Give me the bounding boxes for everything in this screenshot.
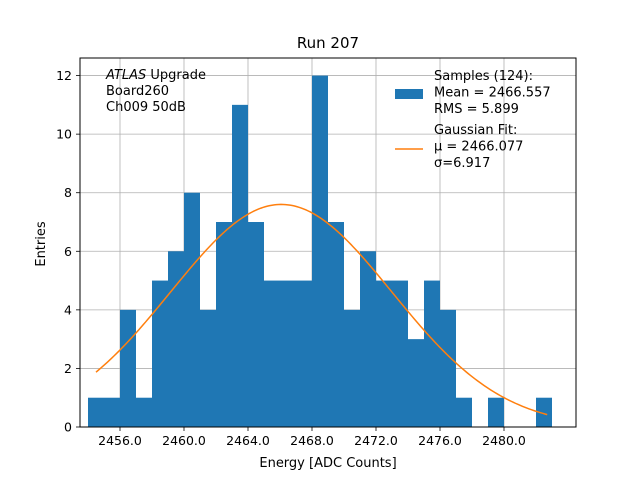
- x-tick-label: 2460.0: [162, 433, 206, 448]
- y-tick-label: 2: [64, 361, 72, 376]
- histogram-bar: [120, 309, 136, 427]
- histogram-bar: [280, 280, 296, 427]
- histogram-bar: [216, 222, 232, 427]
- fit-layer: [95, 203, 548, 416]
- annotation-block: ATLAS Upgrade Board260 Ch009 50dB: [105, 68, 206, 115]
- annotation-line: Board260: [106, 84, 169, 99]
- legend-label-histogram: RMS = 5.899: [434, 102, 519, 117]
- y-tick-label: 12: [56, 68, 72, 83]
- bars-layer: [88, 75, 552, 428]
- x-tick-label: 2456.0: [98, 433, 142, 448]
- histogram-bar: [440, 309, 456, 427]
- legend-label-histogram: Mean = 2466.557: [434, 86, 551, 101]
- y-tick-label: 4: [64, 302, 72, 317]
- y-axis-label: Entries: [34, 221, 49, 267]
- histogram-bar: [248, 222, 264, 427]
- histogram-bar: [104, 397, 120, 427]
- legend-label-fit: μ = 2466.077: [434, 140, 523, 155]
- x-tick-label: 2472.0: [354, 433, 398, 448]
- histogram-bar: [152, 280, 168, 427]
- histogram-bar: [136, 397, 152, 427]
- histogram-bar: [328, 222, 344, 427]
- annotation-italic: ATLAS: [105, 68, 146, 83]
- x-tick-label: 2476.0: [418, 433, 462, 448]
- histogram-bar: [88, 397, 104, 427]
- histogram-bar: [312, 75, 328, 428]
- x-tick-label: 2468.0: [290, 433, 334, 448]
- x-tick-label: 2480.0: [482, 433, 526, 448]
- histogram-bar: [200, 309, 216, 427]
- histogram-bar: [184, 192, 200, 427]
- y-tick-label: 6: [64, 244, 72, 259]
- y-tick-label: 8: [64, 185, 72, 200]
- histogram-bar: [168, 251, 184, 427]
- legend-label-fit: σ=6.917: [434, 156, 490, 171]
- ticks-layer: 2456.0 2460.0 2464.0 2468.0 2472.0 2476.0 2480…: [56, 68, 526, 448]
- y-tick-label: 0: [64, 420, 72, 435]
- legend-label-histogram: Samples (124):: [434, 69, 533, 84]
- histogram-bar: [344, 309, 360, 427]
- histogram-bar: [488, 397, 504, 427]
- chart-title: Run 207: [297, 34, 359, 52]
- histogram-bar: [232, 104, 248, 427]
- histogram-bar: [456, 397, 472, 427]
- histogram-bar: [264, 280, 280, 427]
- histogram-bar: [392, 280, 408, 427]
- annotation-rest: Upgrade: [146, 68, 206, 83]
- histogram-bar: [536, 397, 552, 427]
- histogram-bar: [408, 339, 424, 427]
- gaussian-fit-line: [95, 203, 548, 416]
- x-tick-label: 2464.0: [226, 433, 270, 448]
- plot-frame: [79, 57, 577, 428]
- legend-swatch-histogram: [395, 89, 423, 99]
- histogram-bar: [360, 251, 376, 427]
- legend-label-fit: Gaussian Fit:: [434, 123, 517, 138]
- x-axis-label: Energy [ADC Counts]: [259, 456, 396, 471]
- histogram-bar: [424, 280, 440, 427]
- y-tick-label: 10: [56, 127, 72, 142]
- histogram-bar: [296, 280, 312, 427]
- legend: Samples (124): Mean = 2466.557 RMS = 5.8…: [395, 69, 551, 171]
- annotation-line: Ch009 50dB: [106, 100, 186, 115]
- histogram-bar: [376, 280, 392, 427]
- annotation-line: ATLAS Upgrade: [105, 68, 206, 83]
